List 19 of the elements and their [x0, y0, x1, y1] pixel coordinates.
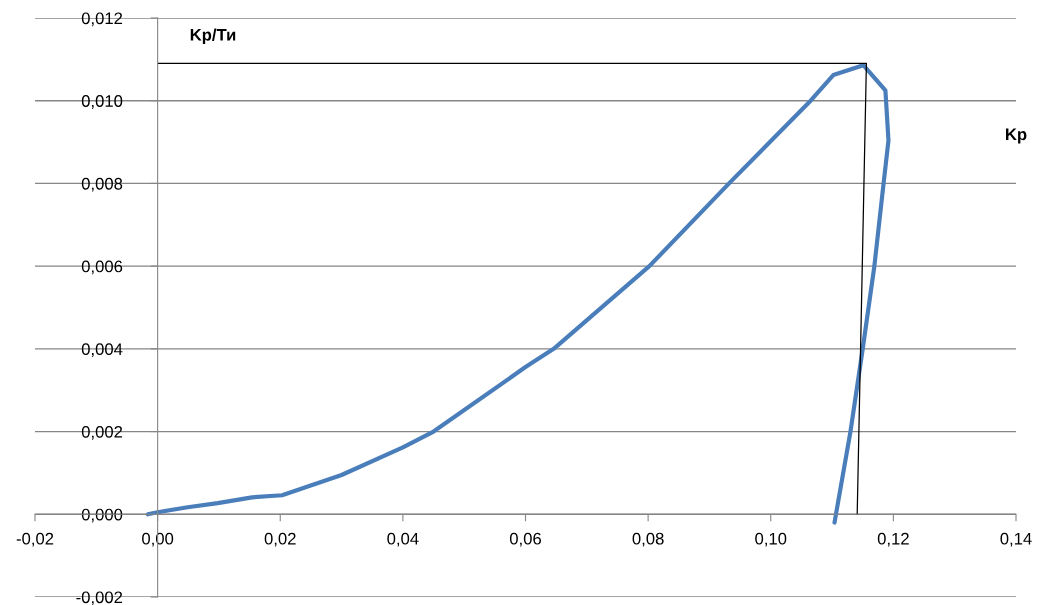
y-tick-label: -0,002	[76, 591, 123, 605]
y-tick-label: 0,006	[81, 260, 123, 275]
y-tick-label: 0,010	[81, 95, 123, 109]
x-tick-label: 0,14	[1000, 532, 1032, 547]
x-tick-label: 0,08	[632, 532, 664, 547]
x-tick-label: 0,10	[755, 532, 787, 547]
y-tick-label: 0,004	[81, 343, 123, 358]
x-tick-label: 0,00	[142, 532, 174, 547]
y-tick-label: 0,012	[81, 12, 123, 27]
x-tick-label: 0,02	[264, 532, 296, 547]
x-tick-label: 0,06	[509, 532, 541, 547]
x-tick-label: 0,12	[877, 532, 909, 547]
y-tick-label: 0,002	[81, 425, 123, 440]
x-tick-label: 0,04	[387, 532, 419, 547]
x-axis-title: Kp	[1006, 128, 1027, 144]
y-axis-title: Kp/Ти	[190, 28, 236, 44]
x-tick-label: -0,02	[16, 532, 54, 547]
y-tick-label: 0,008	[81, 177, 123, 192]
y-tick-label: 0,000	[81, 508, 123, 523]
